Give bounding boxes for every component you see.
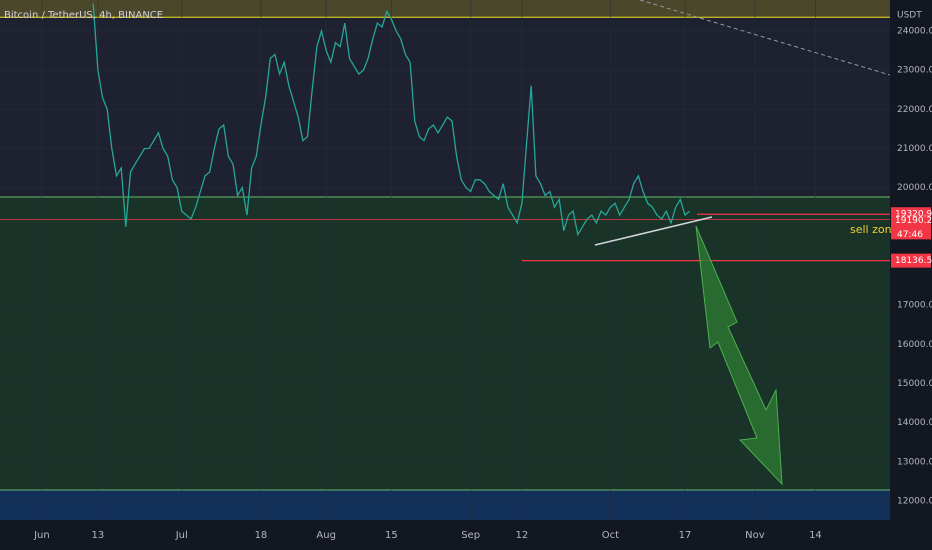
annotation: sell zone (850, 223, 899, 236)
price-label: 19320.96 (895, 210, 932, 220)
support-trendline (594, 216, 713, 246)
y-tick-label: 23000.00 (897, 66, 932, 76)
x-tick-label: Jul (175, 530, 188, 541)
y-tick-label: 12000.00 (897, 497, 932, 507)
upper-zone (0, 0, 890, 18)
y-tick-label: 16000.00 (897, 340, 932, 350)
x-tick-label: 17 (679, 530, 692, 541)
price-line-series (92, 3, 691, 237)
dashed-trendline (639, 0, 891, 76)
y-tick-label: 24000.00 (897, 26, 932, 36)
price-label-box (891, 213, 931, 240)
x-tick-label: 18 (255, 530, 268, 541)
y-tick-label: 15000.00 (897, 379, 932, 389)
x-tick-label: Oct (602, 530, 619, 541)
y-tick-label: 13000.00 (897, 457, 932, 467)
x-tick-label: Jun (33, 530, 50, 541)
blue-zone (0, 490, 890, 520)
x-tick-label: Nov (745, 530, 765, 541)
y-tick-label: 21000.00 (897, 144, 932, 154)
x-tick-label: 14 (809, 530, 822, 541)
x-tick-label: 15 (385, 530, 398, 541)
x-tick-label: Sep (461, 530, 480, 541)
y-tick-label: 22000.00 (897, 105, 932, 115)
time-axis (0, 520, 932, 550)
mid-zone (0, 17, 890, 198)
x-tick-label: 13 (91, 530, 104, 541)
price-axis (890, 0, 932, 550)
y-axis-label: USDT (897, 11, 922, 21)
y-tick-label: 17000.00 (897, 301, 932, 311)
down-arrow (695, 225, 783, 486)
chart-title: Bitcoin / TetherUS, 4h, BINANCE (4, 10, 163, 21)
x-tick-label: Aug (316, 530, 336, 541)
y-tick-label: 14000.00 (897, 418, 932, 428)
price-label: 18136.50 (895, 256, 932, 266)
price-label: 19190.28 (895, 216, 932, 226)
price-label-box (891, 253, 931, 268)
x-tick-label: 12 (516, 530, 529, 541)
countdown: 47:46 (897, 230, 923, 240)
y-tick-label: 20000.00 (897, 183, 932, 193)
